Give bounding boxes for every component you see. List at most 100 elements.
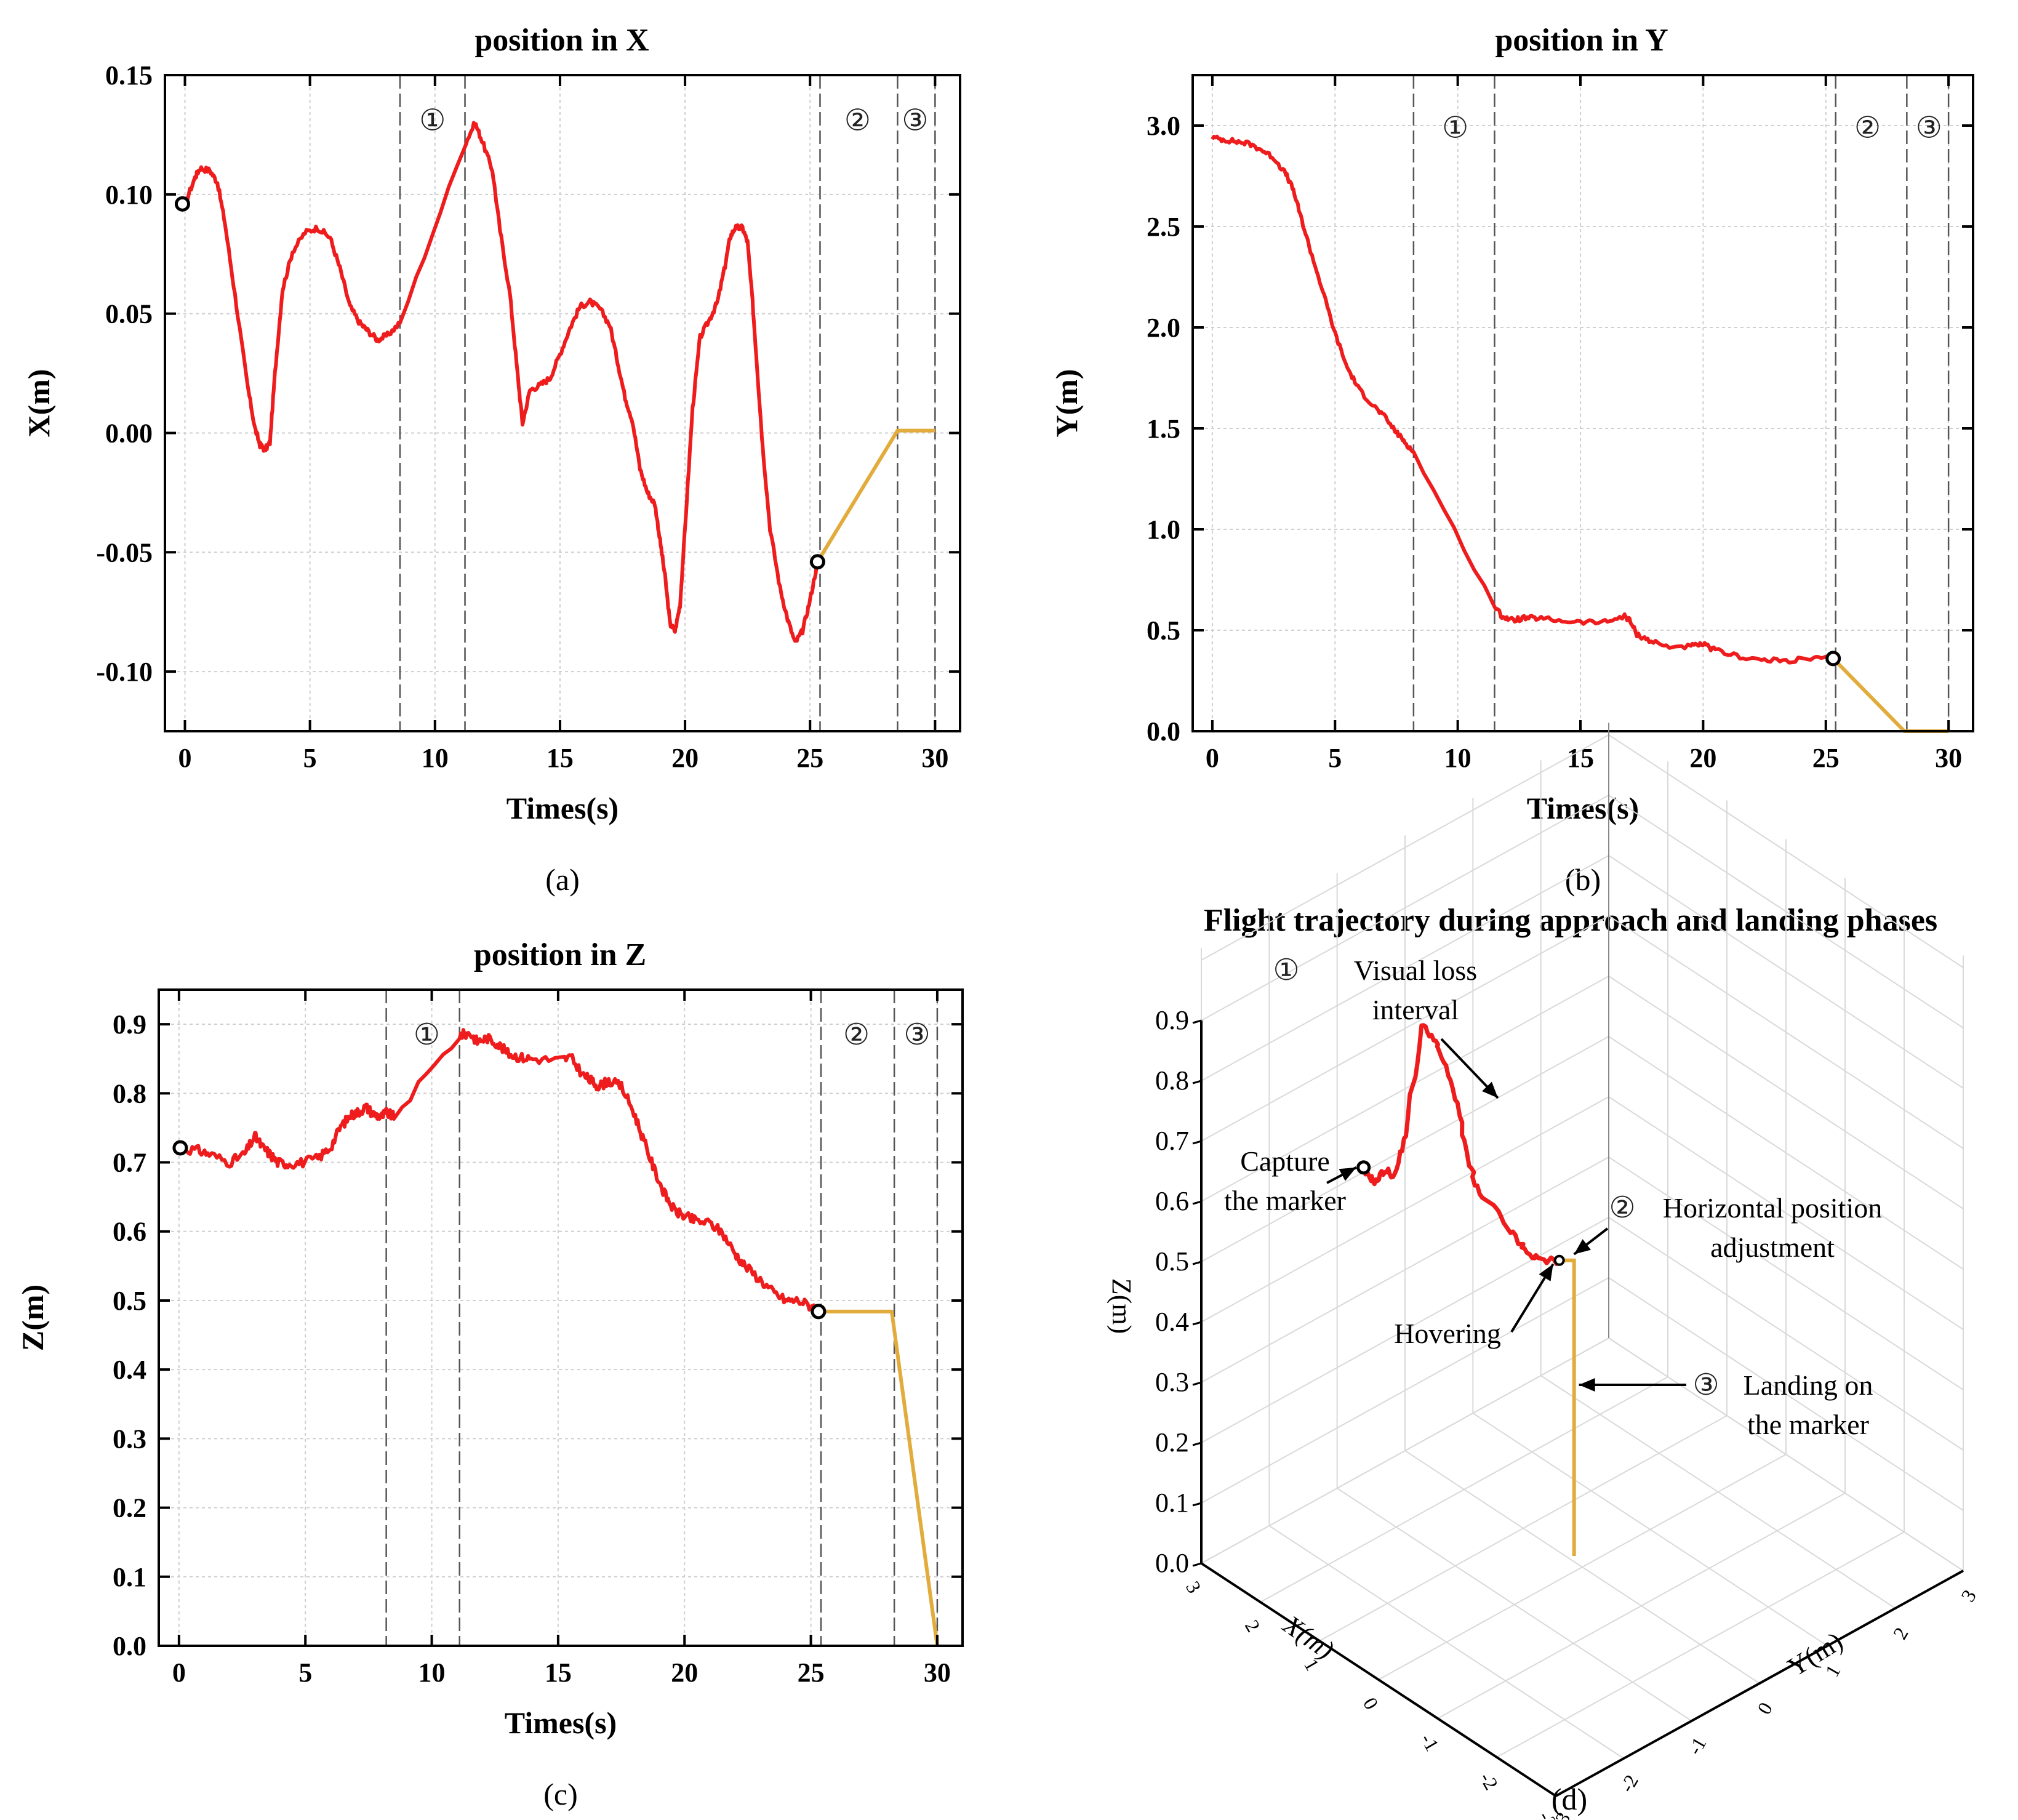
phase-marker [174,196,190,212]
z-tick [1192,1441,1202,1446]
chart-title: position in Y [1495,23,1668,58]
y-tick-label: 2 [1889,1624,1913,1643]
annotation-text: Capture [1240,1145,1330,1177]
x-tick-label: 0 [1359,1694,1383,1714]
x-tick-label: 30 [924,1658,951,1688]
grid [159,990,963,1646]
annotation-arrowhead [1482,1081,1498,1098]
z-tick-label: 0.8 [1155,1065,1189,1096]
x-tick-label: 2 [1241,1616,1265,1636]
x-tick-label: 10 [418,1658,446,1688]
y-tick-label: 0.6 [113,1217,146,1247]
x-tick-label: 15 [1567,743,1594,773]
annotation-text: the marker [1747,1409,1869,1440]
chart-title: position in Z [474,937,646,972]
x-tick-label: 3 [1182,1577,1206,1597]
panel-caption: (c) [543,1777,578,1811]
y-tick-label: 1.0 [1147,515,1180,545]
wall-grid-line [1201,976,1609,1202]
panel-b-position-y: position in Y ① ② ③ 0 5 10 15 20 25 30 0.0 0.5 1.0 1.5… [1049,23,1974,897]
wall-grid-line [1201,915,1609,1142]
phase-label: ③ [1916,110,1942,145]
x-tick-label: 15 [547,743,574,773]
trajectory-landing [1559,1258,1576,1556]
y-tick-label: 0.3 [113,1424,146,1454]
y-tick-label: -2 [1616,1771,1643,1796]
x-tick-label: 25 [796,743,823,773]
annotation-text: interval [1372,994,1459,1025]
z-tick [1192,1321,1202,1326]
z-tick-label: 0.6 [1155,1186,1189,1216]
y-tick-label: 0.7 [113,1148,146,1178]
z-tick-label: 0.0 [1155,1548,1189,1578]
y-tick-label: 2.5 [1147,212,1180,242]
z-tick [1192,1502,1202,1507]
series-line-landing [818,1309,939,1646]
y-tick-label: 0.10 [105,180,153,210]
y-axis-label: X(m) [22,369,56,437]
x-tick-label: 5 [303,743,317,773]
wall-grid-line [1201,1096,1609,1323]
x-axis-label: Times(s) [507,791,619,825]
capture-marker [1356,1160,1371,1175]
z-tick-label: 0.1 [1155,1488,1189,1518]
x-tick-label: 0 [1206,743,1219,773]
z-tick-label: 0.3 [1155,1367,1189,1397]
y-tick-label: 0.0 [1147,716,1180,747]
x-axis-line [1200,1562,1557,1797]
panel-a-position-x: position in X ① ② ③ 0 5 10 15 20 25 30 -0.10 -0.05 0.… [22,23,961,897]
phase-label: ② [844,103,871,138]
x-tick-label: 10 [422,743,449,773]
z-tick-label: 0.5 [1155,1246,1189,1277]
z-tick [1192,1019,1202,1024]
annotation-capture: Capture the marker [1224,1145,1346,1216]
annotation-text: adjustment [1710,1232,1835,1263]
x-tick-label: 20 [671,743,699,773]
z-tick [1192,1140,1202,1145]
z-tick [1192,1200,1202,1205]
grid [165,74,960,731]
x-tick-label: 25 [798,1658,825,1688]
annotation-horizontal: ② Horizontal position adjustment [1609,1190,1882,1263]
y-tick-label: 0.0 [113,1631,146,1661]
y-tick-label: 0.5 [1147,615,1180,646]
wall-grid-line [1201,855,1609,1081]
panel-caption: (d) [1552,1782,1587,1816]
floor-grid-line [1319,1415,1728,1642]
annotation-arrowhead [1339,1167,1356,1181]
z-tick-label: 0.4 [1155,1307,1189,1337]
phase-label: ② [1609,1190,1635,1225]
chart-title: position in X [474,23,649,58]
trajectory-tracking [1361,1023,1561,1266]
wall-grid-line [1201,1217,1609,1443]
series-line-tracking [183,121,820,643]
z-tick [1192,1381,1202,1386]
floor-grid-line [1540,1375,1896,1609]
y-tick-label: 0.1 [113,1562,146,1592]
phase-marker [809,554,825,570]
phase-label: ③ [1692,1368,1719,1402]
y-tick-label: -0.05 [96,537,153,567]
y-tick-label: 0.8 [113,1078,146,1108]
x-tick-label: 15 [545,1658,572,1688]
annotation-arrowhead [1539,1264,1553,1281]
panel-caption: (a) [545,862,580,897]
x-tick-label: 5 [298,1658,312,1688]
y-axis-label: Z(m) [15,1285,50,1351]
annotation-text: Visual loss [1354,955,1477,986]
y-tick-label: 0 [1753,1699,1777,1718]
y-axis-label: Y(m) [1049,369,1084,437]
grid-3d [1201,723,1964,1797]
wall-grid-line [1201,1277,1609,1504]
x-tick-label: 25 [1812,743,1840,773]
x-tick-label: 30 [921,743,948,773]
phase-label: ② [843,1017,870,1052]
y-tick-label: 3 [1956,1586,1980,1606]
annotation-text: the marker [1224,1185,1346,1216]
annotation-text: Landing on [1744,1369,1873,1401]
phase-marker [811,1304,827,1320]
grid [1193,75,1973,732]
series-line-tracking [1211,134,1834,665]
z-tick-label: 0.2 [1155,1427,1189,1457]
phase-label: ② [1854,110,1881,145]
